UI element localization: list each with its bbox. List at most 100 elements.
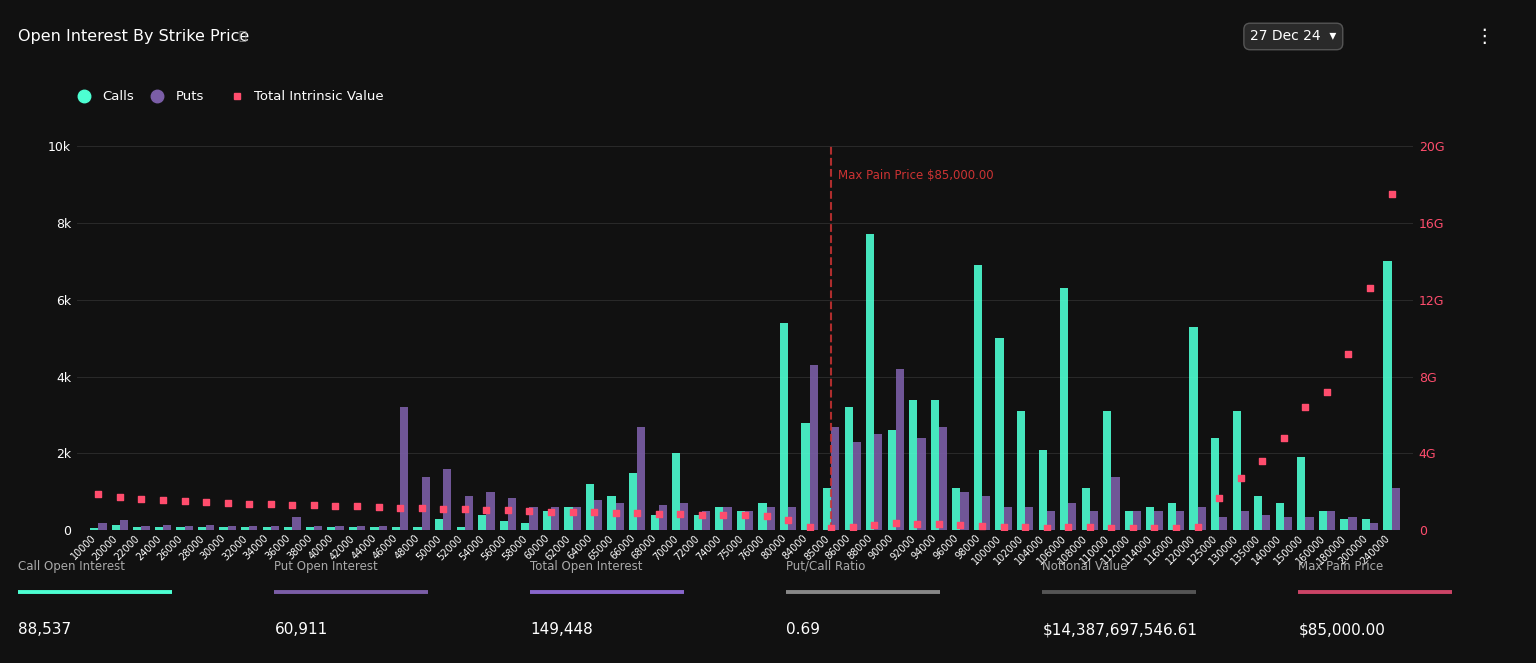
Point [604,507,628,518]
Bar [1232,411,1241,530]
Bar [659,505,667,530]
Point [926,518,951,529]
Bar [594,500,602,530]
Bar [456,527,465,530]
Bar [163,524,170,530]
Bar [974,265,982,530]
Text: Max Pain Price $85,000.00: Max Pain Price $85,000.00 [837,169,994,182]
Bar [392,527,399,530]
Text: ⋮: ⋮ [1475,27,1493,46]
Bar [184,526,192,530]
Bar [852,442,860,530]
Text: 88,537: 88,537 [18,623,72,637]
Bar [306,527,313,530]
Bar [508,498,516,530]
Point [86,489,111,499]
Bar [780,323,788,530]
Bar [378,526,387,530]
Point [1336,348,1361,359]
Point [840,521,865,532]
Bar [249,526,258,530]
Bar [551,507,559,530]
Point [215,498,240,509]
Point [539,507,564,517]
Point [323,501,347,511]
Point [1164,523,1189,534]
Bar [895,369,905,530]
Bar [356,526,366,530]
Bar [521,522,530,530]
Bar [607,496,616,530]
Point [862,520,886,530]
Bar [888,430,895,530]
Bar [1046,511,1055,530]
Bar [909,400,917,530]
Bar [227,526,237,530]
Bar [487,492,495,530]
Bar [177,526,184,530]
Bar [702,511,710,530]
Text: Calls: Calls [101,90,134,103]
Bar [1241,511,1249,530]
Point [883,518,908,528]
Bar [499,521,508,530]
Bar [766,507,774,530]
Bar [313,526,323,530]
Bar [91,528,98,530]
Bar [1384,261,1392,530]
Bar [120,520,127,530]
Point [625,508,650,518]
Bar [1220,517,1227,530]
Point [1034,522,1058,533]
Bar [759,503,766,530]
Bar [866,234,874,530]
Bar [542,511,551,530]
Bar [1025,507,1034,530]
Bar [637,426,645,530]
Text: 149,448: 149,448 [530,623,593,637]
Bar [1298,457,1306,530]
Bar [1370,524,1378,530]
Point [301,500,326,511]
Bar [874,434,883,530]
Bar [630,473,637,530]
Point [453,504,478,514]
Bar [1167,503,1177,530]
Bar [444,469,452,530]
Bar [422,477,430,530]
Bar [1275,503,1284,530]
Bar [573,507,581,530]
Point [1186,522,1210,532]
Bar [1003,507,1012,530]
Bar [1189,327,1198,530]
Point [344,501,369,512]
Point [1229,473,1253,484]
Text: ⓘ: ⓘ [238,30,246,43]
Bar [694,515,702,530]
Bar [134,527,141,530]
Bar [530,507,538,530]
Bar [1155,511,1163,530]
Bar [1103,411,1112,530]
Bar [1068,503,1077,530]
Text: Puts: Puts [175,90,204,103]
Point [410,503,435,513]
Bar [716,507,723,530]
Bar [141,526,149,530]
Bar [938,426,948,530]
Point [1055,522,1080,532]
Bar [831,426,839,530]
Text: Open Interest By Strike Price: Open Interest By Strike Price [18,29,250,44]
Text: Total Open Interest: Total Open Interest [530,560,644,573]
Bar [982,496,991,530]
Bar [917,438,926,530]
Point [647,509,671,519]
Point [948,519,972,530]
Bar [1060,288,1068,530]
Point [797,521,822,532]
Bar [335,526,344,530]
Point [1379,188,1404,199]
Bar [616,503,624,530]
Bar [1253,496,1263,530]
Text: $85,000.00: $85,000.00 [1298,623,1385,637]
